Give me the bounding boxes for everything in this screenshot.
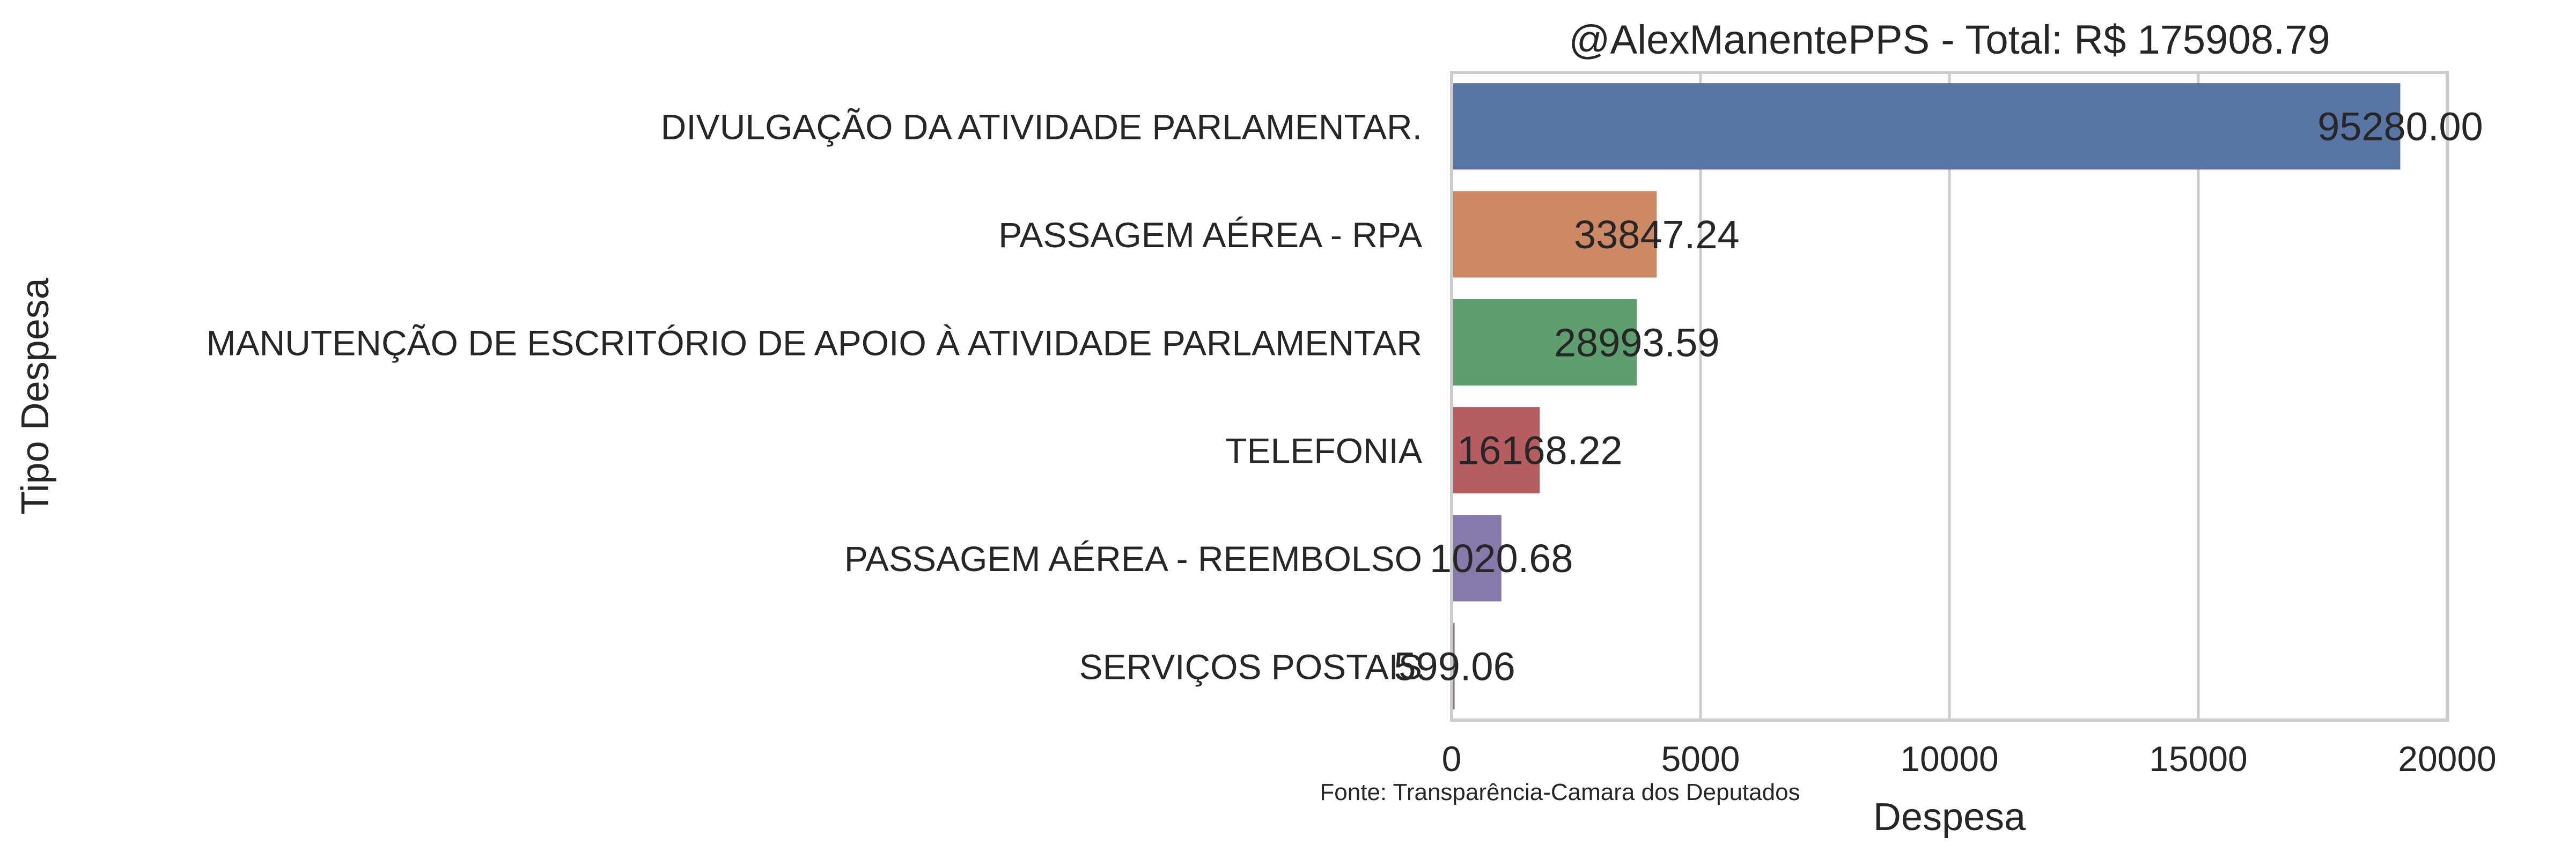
x-axis-label: Despesa [1873,796,2026,839]
chart-title: @AlexManentePPS - Total: R$ 175908.79 [1569,17,2330,63]
value-label: 599.06 [1394,644,1515,688]
x-tick-label: 5000 [1661,739,1740,779]
bar [1452,83,2401,170]
y-axis-label: Tipo Despesa [14,277,57,515]
value-label: 16168.22 [1457,428,1623,473]
grid-lines [1699,72,2200,720]
x-tick-label: 20000 [2398,739,2497,779]
bar [1452,191,1657,278]
category-label: TELEFONIA [1225,431,1422,471]
bars [1452,83,2401,709]
x-tick-labels: 0 5000 10000 15000 20000 [1442,739,2497,779]
category-label: DIVULGAÇÃO DA ATIVIDADE PARLAMENTAR. [661,107,1422,147]
value-label: 1020.68 [1430,536,1573,581]
x-tick-label: 15000 [2149,739,2248,779]
value-labels: 95280.00 33847.24 28993.59 16168.22 1020.68 5… [1394,105,2483,689]
bar [1452,515,1502,602]
category-label: PASSAGEM AÉREA - REEMBOLSO [844,539,1422,579]
bar [1452,407,1540,494]
value-label: 95280.00 [2317,105,2483,149]
source-note: Fonte: Transparência-Camara dos Deputado… [1320,779,1800,805]
x-tick-label: 0 [1442,739,1462,779]
bar [1452,299,1637,386]
value-label: 28993.59 [1554,320,1720,365]
category-label: SERVIÇOS POSTAIS [1079,647,1422,686]
category-label: MANUTENÇÃO DE ESCRITÓRIO DE APOIO À ATIV… [207,323,1422,362]
x-tick-label: 10000 [1900,739,1999,779]
value-label: 33847.24 [1574,212,1740,257]
plot-frame [1450,71,2449,722]
category-label: PASSAGEM AÉREA - RPA [998,215,1422,255]
category-labels: DIVULGAÇÃO DA ATIVIDADE PARLAMENTAR. PASS… [207,107,1422,687]
